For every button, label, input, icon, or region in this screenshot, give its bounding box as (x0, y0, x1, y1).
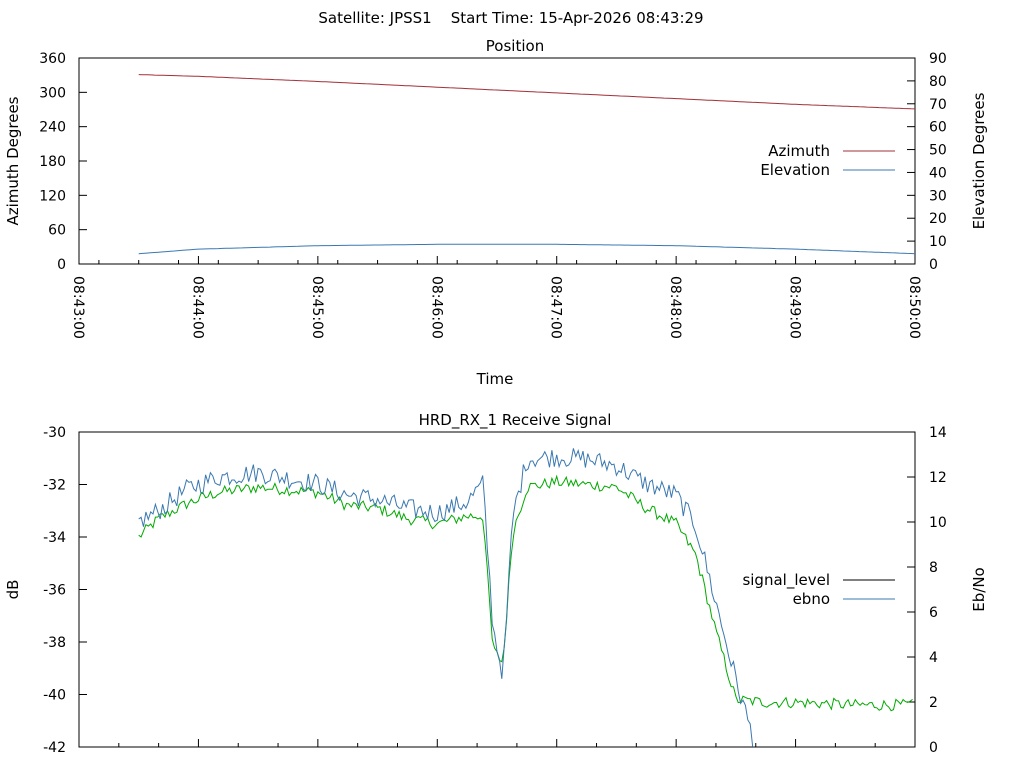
legend-label: Elevation (760, 161, 830, 179)
y-tick-label: 0 (57, 257, 66, 273)
x-axis-label: Time (476, 370, 514, 388)
y2-tick-label: 12 (929, 470, 947, 486)
position-chart: Position 0 60 120 180 240 300 360 0 10 20 30 40 50 60 7… (4, 37, 988, 388)
y-tick-label: -32 (43, 478, 66, 494)
y2-tick-label: 20 (929, 211, 947, 227)
legend-label: ebno (793, 590, 830, 608)
y-axis-label: Azimuth Degrees (4, 96, 22, 225)
y2-tick-label: 10 (929, 234, 947, 250)
x-tick-label: 08:43:00 (70, 276, 86, 339)
x-tick-label: 08:49:00 (787, 276, 803, 339)
y2-tick-label: 80 (929, 74, 947, 90)
y-axis-label: dB (4, 580, 22, 600)
x-tick-label: 08:44:00 (189, 276, 205, 339)
y-tick-label: -38 (43, 635, 66, 651)
y2-tick-label: 14 (929, 425, 947, 441)
y-tick-label: 240 (39, 120, 66, 136)
y2-tick-label: 6 (929, 605, 938, 621)
y-tick-label: -42 (43, 740, 66, 756)
y-tick-label: -36 (43, 583, 66, 599)
legend-label: Azimuth (768, 142, 830, 160)
y2-tick-label: 70 (929, 97, 947, 113)
y2-tick-label: 60 (929, 120, 947, 136)
y-tick-label: 300 (39, 85, 66, 101)
y2-axis-label: Elevation Degrees (970, 92, 988, 229)
y2-tick-label: 50 (929, 143, 947, 159)
figure-title: Satellite: JPSS1 Start Time: 15-Apr-2026… (318, 9, 703, 27)
receive-signal-chart: HRD_RX_1 Receive Signal -30 -32 -34 -36 -38 -4… (4, 411, 988, 756)
y2-tick-label: 30 (929, 188, 947, 204)
y2-tick-label: 8 (929, 560, 938, 576)
y2-axis-label: Eb/No (970, 567, 988, 611)
y-tick-label: -34 (43, 530, 66, 546)
legend-label: signal_level (742, 571, 830, 590)
x-tick-label: 08:50:00 (906, 276, 922, 339)
chart-title: HRD_RX_1 Receive Signal (419, 411, 612, 430)
y2-tick-label: 4 (929, 650, 938, 666)
y-tick-label: 60 (48, 223, 66, 239)
y2-tick-label: 40 (929, 165, 947, 181)
y2-tick-label: 0 (929, 740, 938, 756)
series-line-ebno (138, 448, 755, 747)
series-line-azimuth (138, 74, 915, 110)
y-tick-label: 360 (39, 51, 66, 67)
x-tick-label: 08:48:00 (667, 276, 683, 339)
x-tick-label: 08:45:00 (309, 276, 325, 339)
y-tick-label: -40 (43, 688, 66, 704)
chart-title: Position (486, 37, 544, 55)
y-tick-label: 180 (39, 154, 66, 170)
x-tick-label: 08:47:00 (548, 276, 564, 339)
series-line-signal-level (138, 474, 913, 712)
y-tick-label: 120 (39, 188, 66, 204)
x-tick-label: 08:46:00 (428, 276, 444, 339)
y2-tick-label: 10 (929, 515, 947, 531)
y2-tick-label: 2 (929, 695, 938, 711)
plot-frame (78, 431, 916, 748)
y2-tick-label: 0 (929, 257, 938, 273)
series-line-elevation (138, 243, 915, 255)
y-tick-label: -30 (43, 425, 66, 441)
y2-tick-label: 90 (929, 51, 947, 67)
